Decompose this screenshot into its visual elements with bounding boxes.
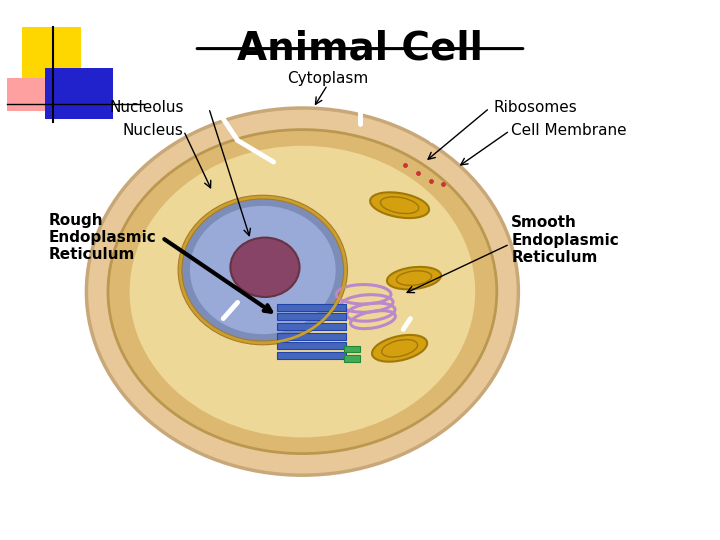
Ellipse shape <box>370 192 429 218</box>
Bar <box>45 68 113 119</box>
Bar <box>344 346 360 352</box>
Text: Rough
Endoplasmic
Reticulum: Rough Endoplasmic Reticulum <box>49 213 157 262</box>
Bar <box>277 303 346 310</box>
Ellipse shape <box>230 238 300 297</box>
Ellipse shape <box>130 146 475 437</box>
Text: Cytoplasm: Cytoplasm <box>287 71 368 86</box>
Text: Nucleus: Nucleus <box>122 123 184 138</box>
Ellipse shape <box>86 108 518 475</box>
Bar <box>277 323 346 330</box>
Bar <box>277 333 346 340</box>
Ellipse shape <box>190 206 336 334</box>
Ellipse shape <box>372 335 427 362</box>
Text: Nucleolus: Nucleolus <box>109 100 184 116</box>
Bar <box>22 27 81 78</box>
Ellipse shape <box>108 130 497 454</box>
Text: Animal Cell: Animal Cell <box>237 30 483 68</box>
Bar <box>344 355 360 362</box>
Bar <box>277 313 346 320</box>
Text: Cell Membrane: Cell Membrane <box>511 123 627 138</box>
Bar <box>277 342 346 349</box>
Text: Ribosomes: Ribosomes <box>493 100 577 116</box>
Ellipse shape <box>387 267 441 289</box>
Text: Smooth
Endoplasmic
Reticulum: Smooth Endoplasmic Reticulum <box>511 215 619 265</box>
Ellipse shape <box>180 197 346 343</box>
Bar <box>7 78 59 111</box>
Bar <box>277 352 346 359</box>
